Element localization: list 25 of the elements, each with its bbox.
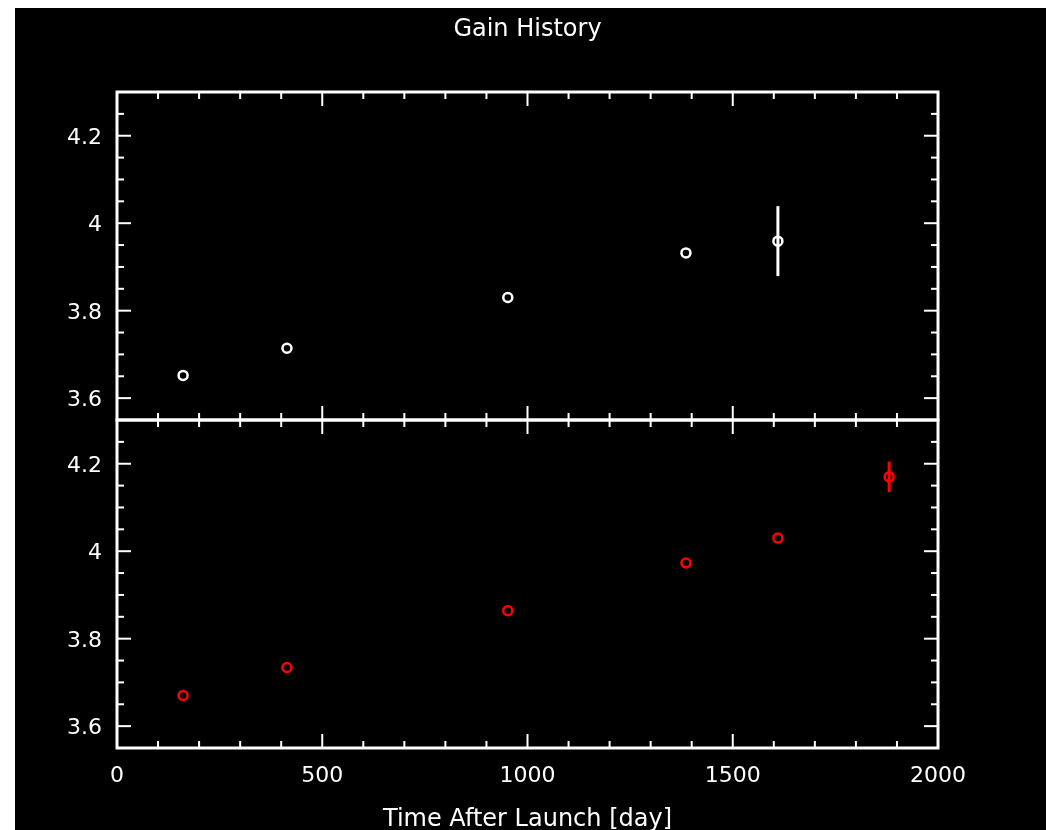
y-tick-label: 4 [88, 211, 102, 237]
y-tick-label: 4.2 [67, 451, 102, 477]
y-tick-label: 4.2 [67, 123, 102, 149]
x-tick-label: 500 [301, 762, 344, 787]
point [177, 689, 189, 702]
point [680, 557, 692, 569]
point [772, 235, 784, 247]
y-tick-label: 3.6 [67, 714, 102, 740]
point [680, 247, 692, 259]
y-tick-label: 3.6 [67, 386, 102, 412]
point [281, 661, 293, 674]
y-tick-label: 3.8 [67, 298, 102, 324]
x-tick-label: 2000 [910, 762, 966, 787]
y-tick-label: 4 [88, 539, 102, 565]
point [502, 291, 514, 304]
x-tick-label: 1000 [499, 762, 556, 787]
point [883, 471, 895, 483]
point [177, 369, 189, 382]
y-tick-label: 3.8 [67, 626, 102, 652]
x-tick-label: 0 [110, 762, 124, 787]
point [772, 532, 784, 544]
point [281, 342, 293, 355]
point [502, 604, 514, 617]
x-tick-label: 1500 [704, 762, 761, 787]
chart-title: Gain History [453, 14, 602, 42]
